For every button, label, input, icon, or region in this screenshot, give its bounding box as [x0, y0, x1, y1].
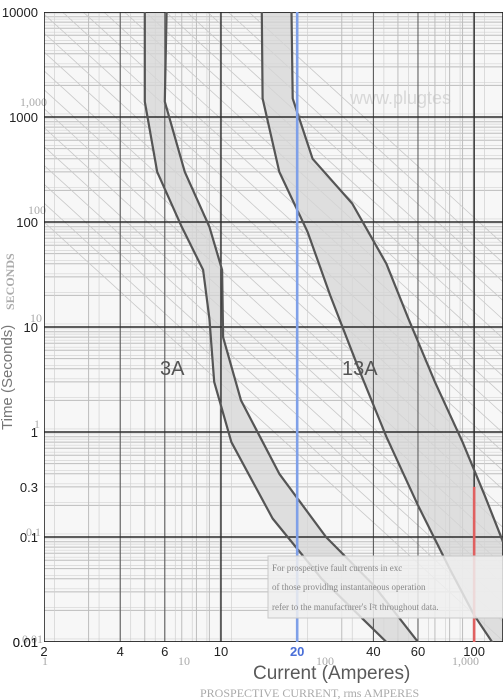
- band-3A: [144, 12, 418, 642]
- fault-current-note: For prospective fault currents in exc of…: [267, 555, 503, 619]
- y-tick-label: 1000: [9, 110, 38, 125]
- x-axis-title: Current (Amperes): [253, 663, 410, 684]
- ghost-y-title: SECONDS: [3, 253, 17, 310]
- ghost-y-tick: 1: [34, 417, 40, 431]
- x-tick-label: 10: [214, 644, 228, 659]
- y-tick-label: 10000: [2, 5, 38, 20]
- watermark-text: www.plugtes: [349, 88, 451, 108]
- y-tick-label: 10: [24, 320, 38, 335]
- ghost-y-tick: 1,000: [20, 95, 47, 109]
- y-tick-label: 0.01: [13, 635, 38, 650]
- x-tick-label: 20: [290, 644, 304, 659]
- note-box: [267, 555, 503, 619]
- ghost-y-tick: 0.1: [26, 525, 41, 539]
- note-line: For prospective fault currents in exc: [272, 563, 402, 573]
- y-axis-title: Time (Seconds): [0, 325, 16, 430]
- ghost-y-tick: 0.01: [22, 632, 43, 646]
- note-line: of those providing instantaneous operati…: [272, 582, 426, 592]
- ghost-x-tick: 10: [178, 654, 190, 668]
- ghost-x-tick: 1,000: [452, 654, 479, 668]
- y-tick-label: 1: [31, 425, 38, 440]
- curve-label-3a: 3A: [160, 358, 185, 380]
- ghost-x-tick: 100: [316, 654, 334, 668]
- x-tick-label: 40: [366, 644, 380, 659]
- y-tick-label: 0.1: [20, 530, 38, 545]
- y-tick-label: 0.01: [13, 635, 38, 650]
- x-tick-label: 4: [117, 644, 124, 659]
- ghost-y-tick: 100: [28, 203, 46, 217]
- ghost-x-tick: 1: [42, 654, 48, 668]
- x-tick-label: 100: [463, 644, 485, 659]
- ghost-layer: www.plugtes 1,000 100 10 1 0.1 0.01 1 10…: [3, 88, 479, 699]
- ghost-x-title: PROSPECTIVE CURRENT, rms AMPERES: [200, 686, 419, 699]
- curve-max-13A: [290, 12, 503, 543]
- x-axis-ticks: 2 4 6 10 20 40 60 100: [40, 644, 485, 659]
- ghost-y-tick: 10: [30, 311, 42, 325]
- x-tick-label: 60: [411, 644, 425, 659]
- note-line: refer to the manufacturer's I²t througho…: [272, 602, 439, 612]
- x-tick-label: 6: [161, 644, 168, 659]
- y-tick-label: 100: [16, 215, 38, 230]
- curve-label-13a: 13A: [342, 358, 378, 380]
- x-tick-label: 2: [40, 644, 47, 659]
- y-tick-label: 0.3: [20, 480, 38, 495]
